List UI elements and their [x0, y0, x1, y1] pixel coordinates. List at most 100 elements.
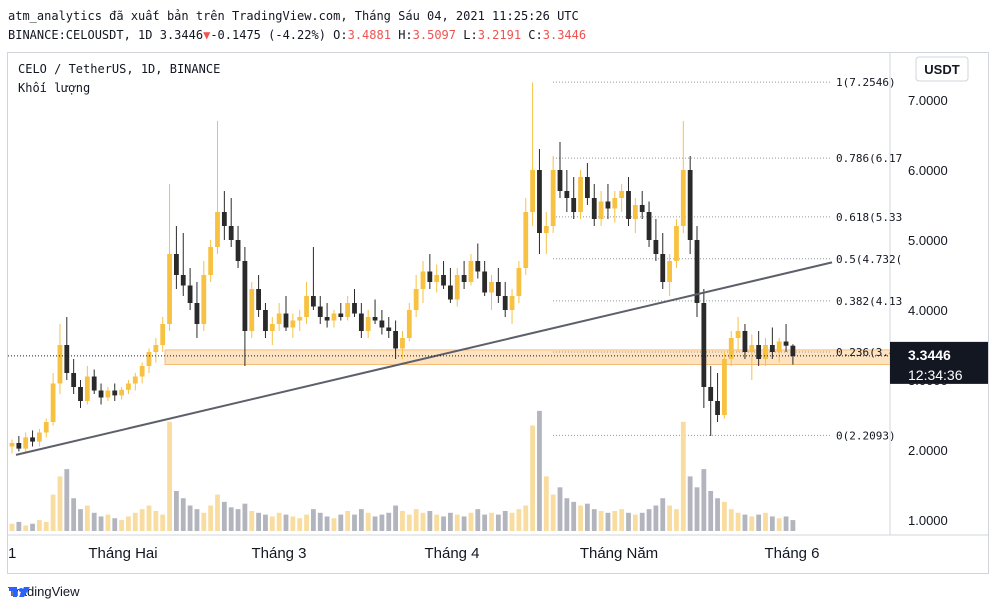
- candle-body: [441, 275, 446, 286]
- volume-bar: [9, 523, 15, 531]
- candle-body: [228, 226, 234, 240]
- candle-body: [365, 317, 371, 331]
- volume-bar: [776, 518, 782, 531]
- volume-bar: [187, 505, 193, 531]
- candle-body: [208, 247, 214, 275]
- volume-bar: [269, 516, 275, 531]
- candle-body: [276, 313, 282, 324]
- candle-body: [37, 432, 42, 442]
- volume-bar: [646, 509, 652, 531]
- volume-bar: [406, 514, 412, 531]
- volume-bar: [413, 509, 419, 531]
- volume-bar: [215, 494, 220, 531]
- x-tick-label: Tháng Năm: [580, 545, 658, 562]
- volume-bar: [489, 512, 494, 531]
- volume-bar: [626, 512, 631, 531]
- x-tick-label: Tháng Hai: [88, 545, 157, 562]
- volume-bar: [50, 494, 56, 531]
- candle-body: [742, 331, 748, 352]
- candle-body: [338, 313, 344, 317]
- candle-body: [146, 352, 152, 366]
- candle-body: [372, 317, 378, 321]
- candle-body: [201, 275, 207, 324]
- volume-bar: [667, 505, 672, 531]
- volume-bar: [674, 509, 679, 531]
- candle-body: [358, 313, 364, 331]
- candle-body: [571, 198, 577, 212]
- trendline[interactable]: [15, 261, 833, 456]
- candle-body: [406, 310, 412, 338]
- volume-bar: [523, 505, 529, 531]
- volume-bar: [742, 514, 748, 531]
- fib-level-label: 0.236(3.40: [836, 346, 902, 359]
- candle-body: [454, 275, 460, 300]
- x-tick-label: Tháng 6: [764, 545, 819, 562]
- volume-bar: [345, 510, 351, 531]
- volume-bar: [687, 476, 693, 531]
- volume-bar: [84, 505, 90, 531]
- candle-body: [345, 303, 351, 317]
- volume-bar: [126, 516, 131, 531]
- candle-body: [543, 226, 549, 233]
- candle-body: [297, 317, 303, 321]
- x-tick-label: Tháng 4: [424, 545, 479, 562]
- open-value: 3.4881: [347, 28, 391, 42]
- volume-bar: [201, 512, 207, 531]
- volume-bar: [194, 509, 200, 531]
- candle-body: [379, 320, 385, 328]
- candle-body: [537, 170, 542, 233]
- volume-bar: [619, 509, 625, 531]
- volume-bar: [57, 476, 63, 531]
- close-value: 3.3446: [542, 28, 587, 42]
- chart-frame[interactable]: [7, 52, 989, 574]
- volume-bar: [372, 516, 378, 531]
- volume-bar: [591, 509, 597, 531]
- countdown-label: 12:34:36: [908, 367, 963, 383]
- volume-bar: [543, 476, 549, 531]
- volume-bar: [441, 516, 446, 531]
- volume-bar: [105, 514, 111, 531]
- candle-body: [502, 296, 508, 310]
- candle-body: [57, 345, 63, 384]
- volume-bar: [297, 518, 303, 531]
- volume-bar: [495, 514, 501, 531]
- candle-body: [756, 345, 762, 359]
- candle-body: [783, 341, 789, 346]
- candle-body: [64, 345, 70, 373]
- volume-bar: [722, 501, 727, 531]
- candle-body: [16, 443, 22, 449]
- candle-body: [523, 212, 529, 268]
- candle-body: [352, 303, 357, 314]
- candle-body: [667, 261, 672, 282]
- candle-body: [317, 306, 323, 317]
- candle-body: [660, 254, 666, 282]
- fib-level-label: 0.382(4.13: [836, 295, 902, 308]
- candle-body: [119, 389, 124, 396]
- candle-body: [23, 437, 29, 449]
- candle-body: [448, 285, 453, 300]
- currency-button[interactable]: [915, 56, 969, 82]
- volume-bar: [434, 514, 440, 531]
- volume-bar: [612, 510, 618, 531]
- candle-body: [619, 191, 625, 198]
- symbol-label: BINANCE:CELOUSDT, 1D: [8, 28, 153, 42]
- volume-bar: [324, 516, 330, 531]
- volume-bar: [728, 509, 734, 531]
- volume-bar: [420, 512, 426, 531]
- candle-body: [139, 366, 145, 377]
- volume-bar: [769, 516, 775, 531]
- candle-body: [468, 261, 474, 282]
- down-arrow-icon: ▼: [203, 28, 211, 42]
- volume-bar: [400, 510, 405, 531]
- volume-bar: [208, 505, 214, 531]
- volume-bar: [379, 514, 385, 531]
- candle-body: [105, 390, 111, 398]
- volume-bar: [653, 505, 659, 531]
- volume-bar: [598, 510, 604, 531]
- y-tick-label: 7.0000: [908, 93, 948, 108]
- candle-body: [386, 327, 392, 331]
- candle-body: [708, 387, 714, 401]
- candle-body: [598, 201, 604, 219]
- volume-bar: [358, 509, 364, 531]
